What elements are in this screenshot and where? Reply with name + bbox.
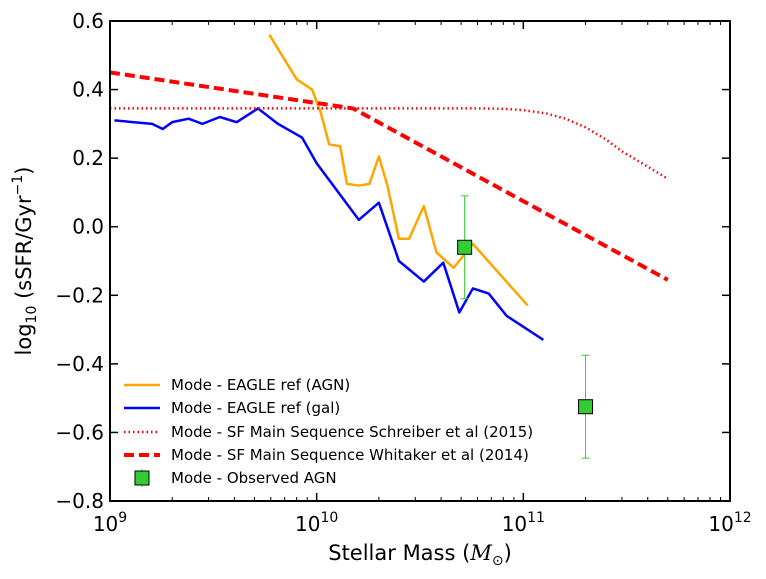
series-line-1 [114,107,545,341]
legend-label-agn: Mode - EAGLE ref (AGN) [171,376,350,394]
series-line-3 [110,70,669,282]
legend-swatch-observed [134,470,150,486]
y-tick-label: 0.2 [72,146,104,170]
x-axis-title: Stellar Mass (M⊙) [328,541,512,569]
y-tick-label: −0.8 [55,489,104,513]
series-layer [110,34,669,341]
legend-label-schreiber: Mode - SF Main Sequence Schreiber et al … [171,423,533,441]
series-line-0 [268,34,529,307]
y-tick-label: 0.4 [72,78,104,102]
x-tick-labels: 109 1010 1011 1012 [93,510,752,536]
x-tick-label: 1010 [295,510,338,536]
x-tick-label: 109 [93,510,127,536]
tick-layer [109,20,731,502]
y-tick-label: −0.2 [55,283,104,307]
x-tick-label: 1011 [502,510,545,536]
legend-label-whitaker: Mode - SF Main Sequence Whitaker et al (… [171,446,529,464]
observed-point-1 [578,399,594,415]
legend-label-gal: Mode - EAGLE ref (gal) [171,399,340,417]
observed-layer [457,195,594,459]
y-tick-label: 0.6 [72,9,104,33]
y-tick-label: −0.6 [55,420,104,444]
observed-point-0 [457,239,473,255]
legend-label-observed: Mode - Observed AGN [171,469,337,487]
y-tick-label: 0.0 [72,215,104,239]
plot-frame [109,20,731,502]
legend: Mode - EAGLE ref (AGN) Mode - EAGLE ref … [124,376,533,487]
y-tick-label: −0.4 [55,352,104,376]
y-tick-labels: 0.6 0.4 0.2 0.0 −0.2 −0.4 −0.6 −0.8 [55,9,104,513]
y-axis-title: log10 (sSFR/Gyr−1) [10,167,40,356]
x-tick-label: 1012 [708,510,751,536]
